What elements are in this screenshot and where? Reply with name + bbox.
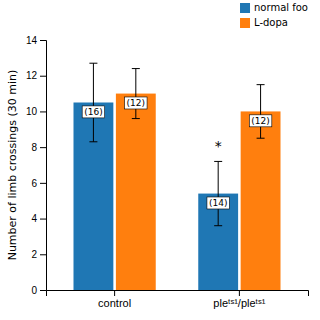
annotation: * xyxy=(215,138,222,154)
n-labels: (16) (14) (12) (12) xyxy=(82,97,272,209)
y-tick-label: 0 xyxy=(31,285,37,296)
x-tick-label: pleᵗˢ¹/pleᵗˢ¹ xyxy=(213,297,265,309)
y-tick-line xyxy=(40,290,46,291)
y-axis-line xyxy=(40,41,47,291)
n-label: (12) xyxy=(251,116,269,126)
y-tick-label: 8 xyxy=(31,142,37,153)
y-tick-label: 6 xyxy=(31,178,37,189)
n-label: (16) xyxy=(84,107,102,117)
y-axis-title: Number of limb crossings (30 min) xyxy=(6,70,19,261)
y-tick: 14 xyxy=(26,35,46,46)
y-tick-label: 14 xyxy=(26,35,38,46)
y-tick: 0 xyxy=(31,285,46,296)
error-bar xyxy=(132,69,140,119)
plot: 02468101214controlpleᵗˢ¹/pleᵗˢ¹(16)(14)(… xyxy=(26,35,309,309)
y-tick-label: 10 xyxy=(26,106,38,117)
legend-swatch xyxy=(240,3,250,13)
legend: normal foo L-dopa xyxy=(240,2,308,28)
n-label-box xyxy=(207,197,229,209)
y-tick: 10 xyxy=(26,106,46,117)
legend-item: L-dopa xyxy=(240,17,288,28)
n-label: (14) xyxy=(209,198,227,208)
x-tick: control xyxy=(98,290,131,309)
x-tick-line xyxy=(114,290,115,296)
y-tick-line xyxy=(40,219,46,220)
y-tick-line xyxy=(40,254,46,255)
n-label-group: (12) xyxy=(125,97,147,109)
bar xyxy=(116,94,156,290)
y-tick-label: 2 xyxy=(31,249,37,260)
x-tick-line xyxy=(239,290,240,296)
x-axis-line xyxy=(47,291,309,297)
error-bar xyxy=(89,63,97,142)
y-tick: 4 xyxy=(31,213,46,224)
legend-label: L-dopa xyxy=(254,17,288,28)
legend-label: normal foo xyxy=(254,2,308,13)
y-tick: 6 xyxy=(31,178,46,189)
error-bar xyxy=(257,85,265,139)
error-bar xyxy=(214,161,222,225)
n-label-box xyxy=(82,106,104,118)
marks xyxy=(73,63,280,290)
y-axis: 0 2 4 6 8 10 12 14 xyxy=(26,35,47,296)
n-label-box xyxy=(249,115,271,127)
y-tick-line xyxy=(40,40,46,41)
y-tick-line xyxy=(40,183,46,184)
y-tick: 8 xyxy=(31,142,46,153)
n-label-group: (12) xyxy=(249,115,271,127)
chart: 02468101214controlpleᵗˢ¹/pleᵗˢ¹(16)(14)(… xyxy=(0,0,320,320)
y-tick-line xyxy=(40,111,46,112)
bar xyxy=(198,194,238,290)
x-axis: control pleᵗˢ¹/pleᵗˢ¹ xyxy=(47,290,309,309)
y-tick: 2 xyxy=(31,249,46,260)
n-label-group: (14) xyxy=(207,197,229,209)
y-tick-label: 12 xyxy=(26,70,38,81)
y-tick-line xyxy=(40,147,46,148)
legend-item: normal foo xyxy=(240,2,308,13)
legend-swatch xyxy=(240,18,250,28)
y-tick-label: 4 xyxy=(31,213,37,224)
n-label-box xyxy=(125,97,147,109)
n-label-group: (16) xyxy=(82,106,104,118)
y-tick: 12 xyxy=(26,70,46,81)
y-tick-line xyxy=(40,76,46,77)
x-tick-label: control xyxy=(98,297,131,309)
x-tick: pleᵗˢ¹/pleᵗˢ¹ xyxy=(213,290,265,309)
n-label: (12) xyxy=(127,98,145,108)
